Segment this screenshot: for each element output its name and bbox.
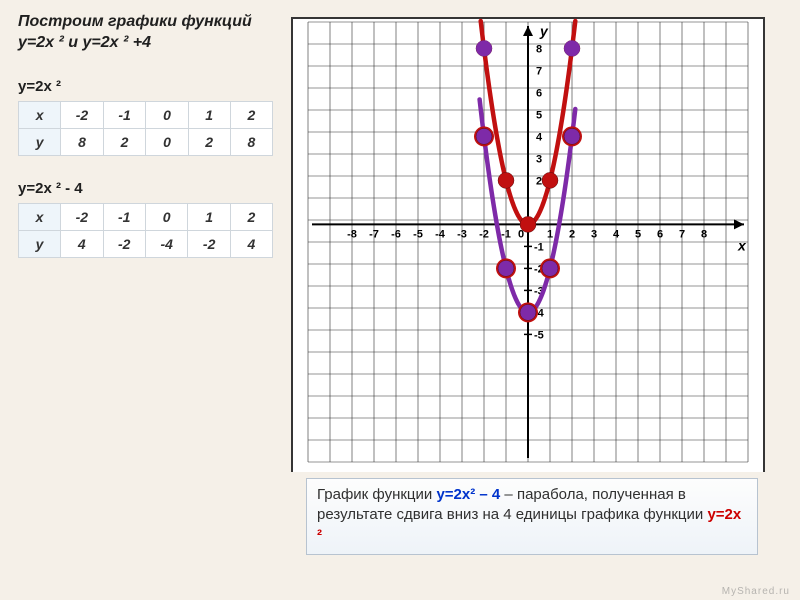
svg-text:-6: -6	[391, 228, 401, 240]
svg-text:-1: -1	[501, 228, 511, 240]
func2-label: у=2х ² - 4	[18, 180, 272, 197]
svg-text:4: 4	[536, 131, 543, 143]
svg-text:x: x	[737, 237, 747, 253]
t2-c0: -2	[61, 203, 103, 230]
watermark: MyShared.ru	[722, 586, 790, 597]
t2-v0: 4	[61, 230, 103, 257]
svg-text:-4: -4	[435, 228, 446, 240]
t1-v1: 2	[103, 128, 146, 155]
table-func1: х -2 -1 0 1 2 у 8 2 0 2 8	[18, 101, 273, 156]
t1-c0: -2	[61, 101, 104, 128]
caption-box: График функции у=2х² – 4 – парабола, пол…	[306, 478, 758, 555]
title-line1: Построим графики функций	[18, 13, 252, 30]
func1-label: у=2х ²	[18, 78, 272, 95]
t1-c2: 0	[146, 101, 188, 128]
svg-text:-8: -8	[347, 228, 357, 240]
svg-text:8: 8	[536, 43, 542, 55]
t1-v0: 8	[61, 128, 104, 155]
t2-v1: -2	[103, 230, 145, 257]
page-title: Построим графики функций у=2х ² и у=2х ²…	[18, 12, 272, 54]
svg-text:3: 3	[591, 228, 597, 240]
parabola-chart: -8-7-6-5-4-3-2-1123456782345678-1-2-3-4-…	[280, 12, 770, 472]
t2-rowh-y: у	[19, 230, 61, 257]
svg-text:7: 7	[536, 65, 542, 77]
t2-v2: -4	[145, 230, 187, 257]
svg-text:8: 8	[701, 228, 707, 240]
svg-text:5: 5	[536, 109, 542, 121]
svg-text:-3: -3	[457, 228, 467, 240]
svg-text:1: 1	[547, 228, 553, 240]
svg-text:7: 7	[679, 228, 685, 240]
svg-text:y: y	[539, 23, 549, 39]
t1-c4: 2	[230, 101, 272, 128]
svg-text:3: 3	[536, 153, 542, 165]
t2-c3: 1	[188, 203, 230, 230]
t1-rowh-x: х	[19, 101, 61, 128]
t1-c3: 1	[188, 101, 230, 128]
t1-v4: 8	[230, 128, 272, 155]
caption-blue: у=2х² – 4	[436, 486, 500, 503]
t2-rowh-x: х	[19, 203, 61, 230]
t1-rowh-y: у	[19, 128, 61, 155]
svg-text:-5: -5	[413, 228, 423, 240]
svg-text:2: 2	[569, 228, 575, 240]
title-line2: у=2х ² и у=2х ² +4	[18, 34, 151, 51]
t2-v4: 4	[230, 230, 272, 257]
t1-v2: 0	[146, 128, 188, 155]
svg-text:-7: -7	[369, 228, 379, 240]
t2-c4: 2	[230, 203, 272, 230]
t1-v3: 2	[188, 128, 230, 155]
svg-text:-5: -5	[534, 329, 544, 341]
t1-c1: -1	[103, 101, 146, 128]
caption-pre: График функции	[317, 486, 436, 503]
svg-text:6: 6	[657, 228, 663, 240]
svg-text:6: 6	[536, 87, 542, 99]
svg-text:-1: -1	[534, 241, 544, 253]
table-func2: х -2 -1 0 1 2 у 4 -2 -4 -2 4	[18, 203, 273, 258]
t2-c1: -1	[103, 203, 145, 230]
svg-text:2: 2	[536, 175, 542, 187]
t2-v3: -2	[188, 230, 230, 257]
svg-text:-2: -2	[479, 228, 489, 240]
svg-text:5: 5	[635, 228, 641, 240]
svg-text:4: 4	[613, 228, 620, 240]
t2-c2: 0	[145, 203, 187, 230]
